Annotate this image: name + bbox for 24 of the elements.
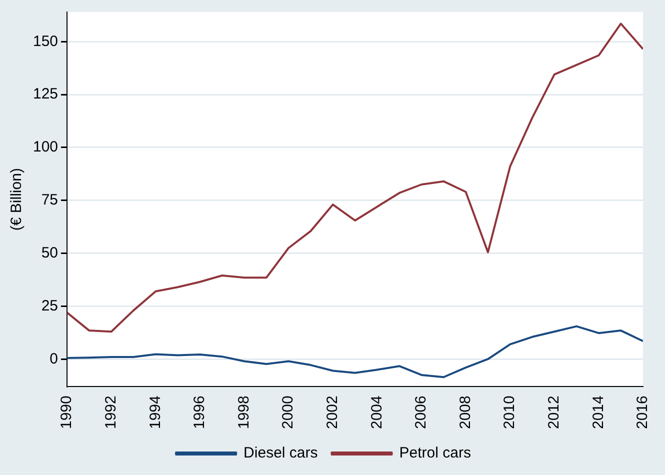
x-tick-label: 2016 — [634, 396, 652, 430]
y-tick-label: 50 — [41, 244, 58, 262]
legend-label: Diesel cars — [244, 444, 318, 462]
x-tick-label: 1990 — [58, 396, 76, 430]
x-tick-label: 2012 — [546, 396, 563, 430]
y-tick-label: 125 — [32, 86, 58, 103]
y-tick-label: 0 — [50, 350, 58, 368]
y-tick-label: 150 — [32, 32, 58, 50]
x-tick-label: 2004 — [368, 396, 386, 430]
y-tick-label: 100 — [32, 138, 58, 156]
x-tick-label: 1996 — [191, 396, 208, 430]
x-tick-label: 2008 — [456, 396, 474, 430]
legend-label: Petrol cars — [399, 444, 471, 462]
x-tick-label: 1992 — [102, 396, 120, 430]
x-tick-label: 2006 — [412, 396, 430, 430]
x-tick-label: 2014 — [590, 396, 607, 430]
y-tick-label: 25 — [41, 297, 58, 314]
y-tick-label: 75 — [41, 192, 58, 209]
x-tick-label: 1998 — [235, 396, 252, 430]
x-tick-label: 1994 — [146, 396, 164, 430]
x-tick-label: 2002 — [324, 396, 341, 430]
y-axis-title: (€ Billion) — [8, 168, 26, 231]
x-tick-label: 2000 — [280, 396, 297, 430]
x-tick-label: 2010 — [501, 396, 518, 430]
